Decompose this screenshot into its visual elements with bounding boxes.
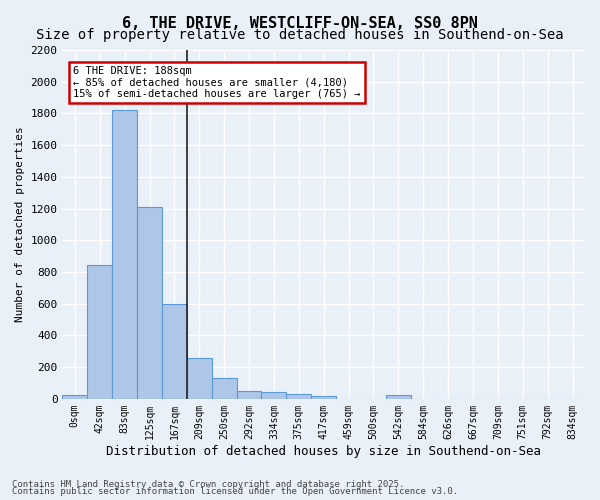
- Bar: [212, 378, 236, 399]
- Text: 6, THE DRIVE, WESTCLIFF-ON-SEA, SS0 8PN: 6, THE DRIVE, WESTCLIFF-ON-SEA, SS0 8PN: [122, 16, 478, 31]
- Bar: [88, 265, 112, 399]
- Bar: [286, 394, 311, 399]
- Text: 6 THE DRIVE: 188sqm
← 85% of detached houses are smaller (4,180)
15% of semi-det: 6 THE DRIVE: 188sqm ← 85% of detached ho…: [73, 66, 361, 99]
- Bar: [137, 207, 162, 399]
- Text: Contains HM Land Registry data © Crown copyright and database right 2025.: Contains HM Land Registry data © Crown c…: [12, 480, 404, 489]
- Bar: [62, 395, 88, 399]
- Bar: [236, 391, 262, 399]
- Bar: [187, 358, 212, 399]
- Y-axis label: Number of detached properties: Number of detached properties: [15, 126, 25, 322]
- Bar: [386, 395, 411, 399]
- X-axis label: Distribution of detached houses by size in Southend-on-Sea: Distribution of detached houses by size …: [106, 444, 541, 458]
- Bar: [162, 304, 187, 399]
- Text: Contains public sector information licensed under the Open Government Licence v3: Contains public sector information licen…: [12, 487, 458, 496]
- Bar: [311, 396, 336, 399]
- Bar: [262, 392, 286, 399]
- Bar: [112, 110, 137, 399]
- Text: Size of property relative to detached houses in Southend-on-Sea: Size of property relative to detached ho…: [36, 28, 564, 42]
